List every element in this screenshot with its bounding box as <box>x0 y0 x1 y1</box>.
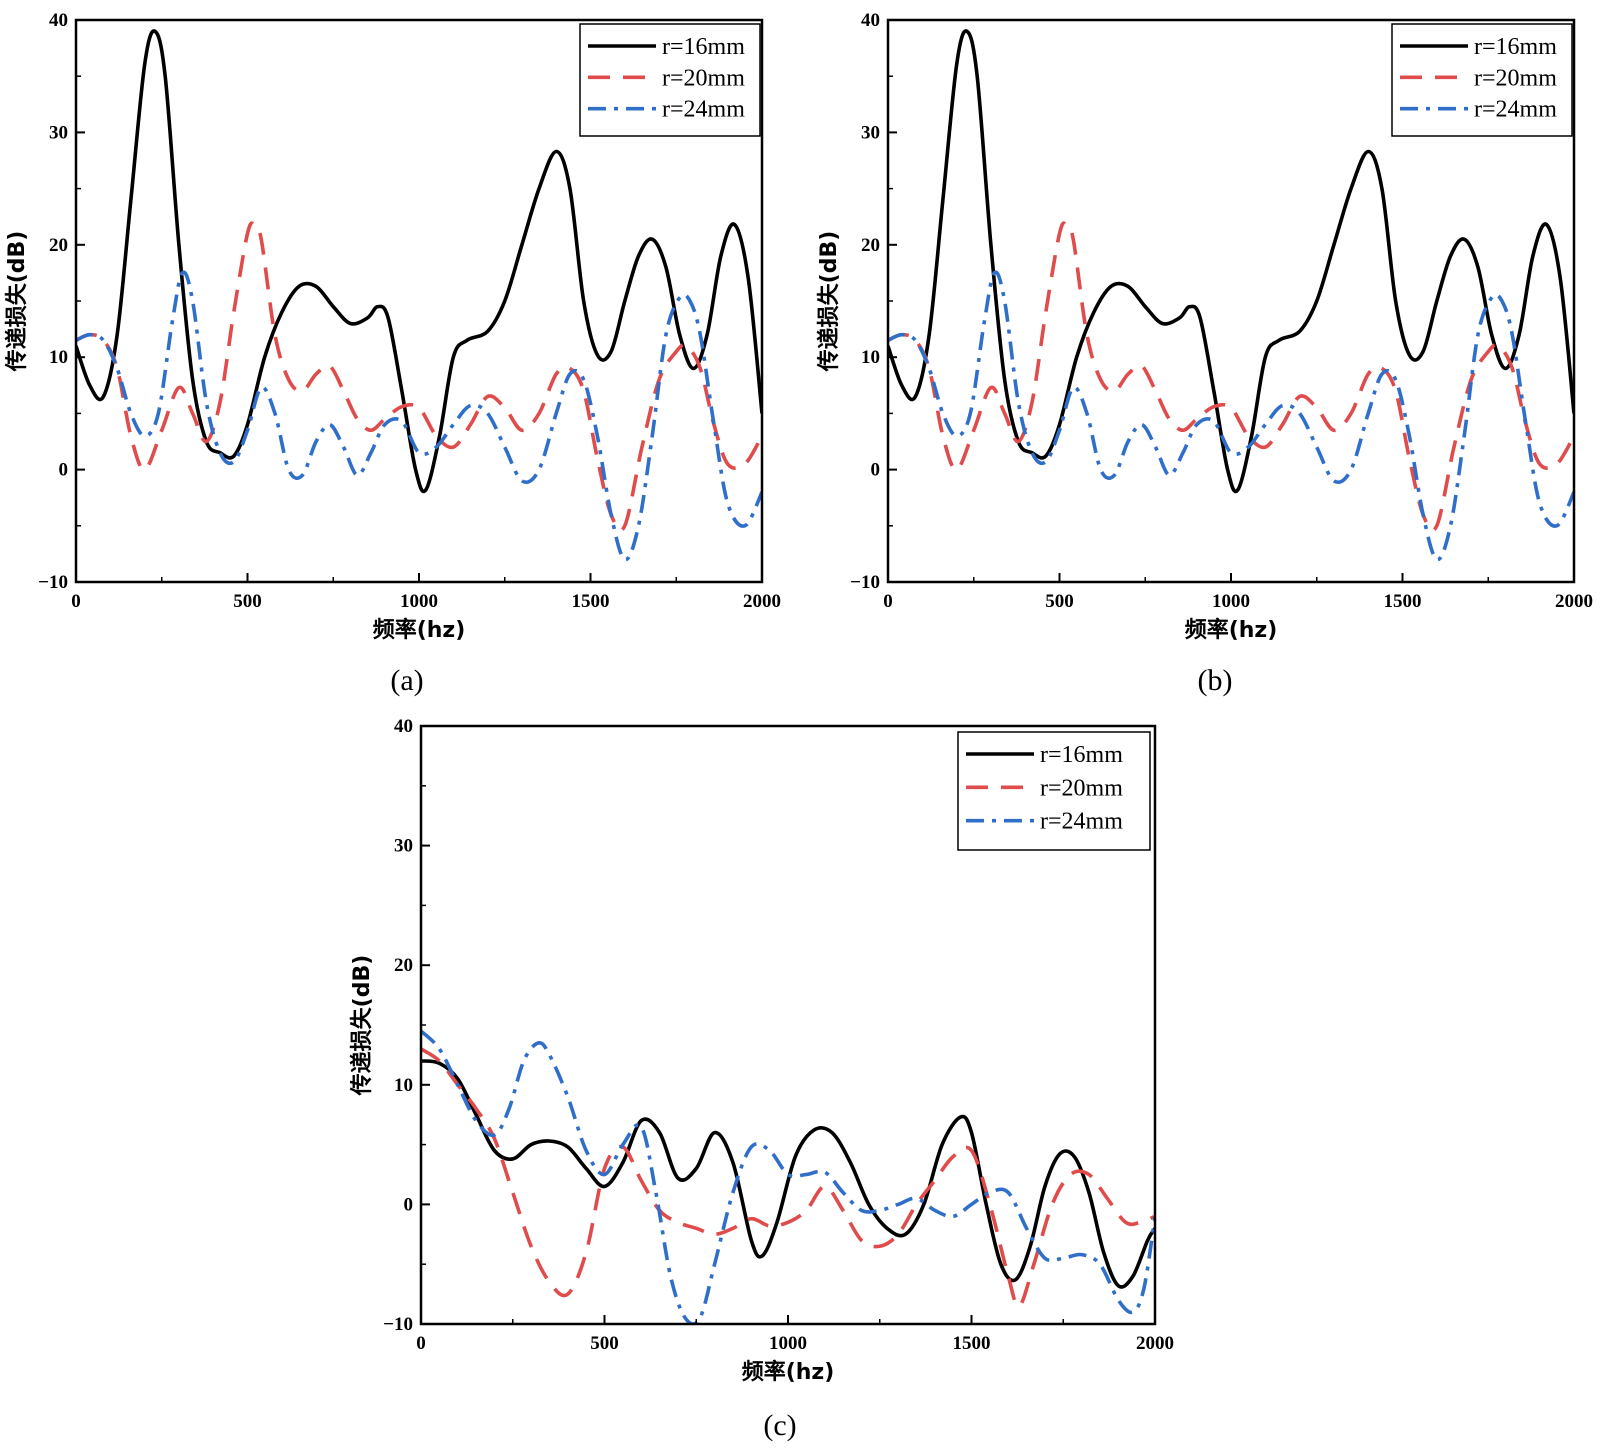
y-tick-label: 0 <box>59 460 69 481</box>
legend-label: r=16mm <box>662 34 745 60</box>
series-group <box>76 29 762 562</box>
y-tick-label: 40 <box>49 10 68 31</box>
legend-label: r=20mm <box>1474 65 1557 91</box>
series-group <box>421 1029 1155 1324</box>
legend-label: r=20mm <box>1040 775 1123 801</box>
x-tick-label: 500 <box>1045 591 1074 612</box>
x-tick-label: 1000 <box>769 1333 807 1354</box>
x-tick-label: 500 <box>590 1333 619 1354</box>
x-tick-label: 1000 <box>1212 591 1250 612</box>
x-tick-label: 0 <box>883 591 893 612</box>
series-line-r=16mm <box>888 29 1574 494</box>
y-tick-label: 20 <box>49 235 68 256</box>
x-tick-label: 2000 <box>1136 1333 1174 1354</box>
legend-label: r=24mm <box>1040 809 1123 835</box>
y-axis-title: 传递损失(dB) <box>349 955 375 1097</box>
series-line-r=16mm <box>421 1059 1155 1289</box>
x-tick-label: 1500 <box>1384 591 1422 612</box>
y-tick-label: 40 <box>861 10 880 31</box>
panel-label-b: (b) <box>1198 664 1233 697</box>
y-tick-label: 10 <box>394 1075 413 1096</box>
series-line-r=20mm <box>421 1047 1155 1308</box>
y-tick-label: 20 <box>861 235 880 256</box>
y-tick-label: −10 <box>38 572 68 593</box>
legend-label: r=20mm <box>662 65 745 91</box>
x-tick-label: 0 <box>416 1333 426 1354</box>
y-tick-label: 10 <box>49 347 68 368</box>
y-tick-label: 30 <box>49 122 68 143</box>
y-tick-label: 10 <box>861 347 880 368</box>
series-group <box>888 29 1574 562</box>
legend-box <box>1391 23 1573 137</box>
x-tick-label: 2000 <box>1555 591 1593 612</box>
series-line-r=24mm <box>421 1029 1155 1324</box>
x-tick-label: 0 <box>71 591 81 612</box>
legend-box <box>579 23 761 137</box>
y-tick-label: −10 <box>383 1314 413 1335</box>
y-tick-label: 0 <box>404 1194 414 1215</box>
series-line-r=24mm <box>76 270 762 562</box>
series-line-r=24mm <box>888 270 1574 562</box>
legend-label: r=24mm <box>662 97 745 123</box>
x-tick-label: 1500 <box>953 1333 991 1354</box>
legend-label: r=24mm <box>1474 97 1557 123</box>
series-line-r=20mm <box>76 221 762 533</box>
y-tick-label: 30 <box>861 122 880 143</box>
y-tick-label: 0 <box>871 460 881 481</box>
y-tick-label: 40 <box>394 716 413 737</box>
series-line-r=16mm <box>76 29 762 494</box>
y-axis-title: 传递损失(dB) <box>4 231 30 373</box>
x-axis-title: 频率(hz) <box>1185 617 1278 643</box>
y-axis-title: 传递损失(dB) <box>816 231 842 373</box>
x-axis-title: 频率(hz) <box>373 617 466 643</box>
panel-label-a: (a) <box>390 664 423 697</box>
x-tick-label: 2000 <box>743 591 781 612</box>
x-axis-title: 频率(hz) <box>742 1359 835 1385</box>
x-tick-label: 500 <box>233 591 262 612</box>
x-tick-label: 1500 <box>572 591 610 612</box>
legend-label: r=16mm <box>1040 742 1123 768</box>
legend-label: r=16mm <box>1474 34 1557 60</box>
y-tick-label: 30 <box>394 836 413 857</box>
panel-label-c: (c) <box>763 1409 796 1442</box>
x-tick-label: 1000 <box>400 591 438 612</box>
series-line-r=20mm <box>888 221 1574 533</box>
legend: r=16mm r=20mm r=24mm <box>579 23 761 137</box>
legend: r=16mm r=20mm r=24mm <box>957 731 1151 851</box>
legend: r=16mm r=20mm r=24mm <box>1391 23 1573 137</box>
legend-box <box>957 731 1151 851</box>
y-tick-label: 20 <box>394 955 413 976</box>
y-tick-label: −10 <box>850 572 880 593</box>
